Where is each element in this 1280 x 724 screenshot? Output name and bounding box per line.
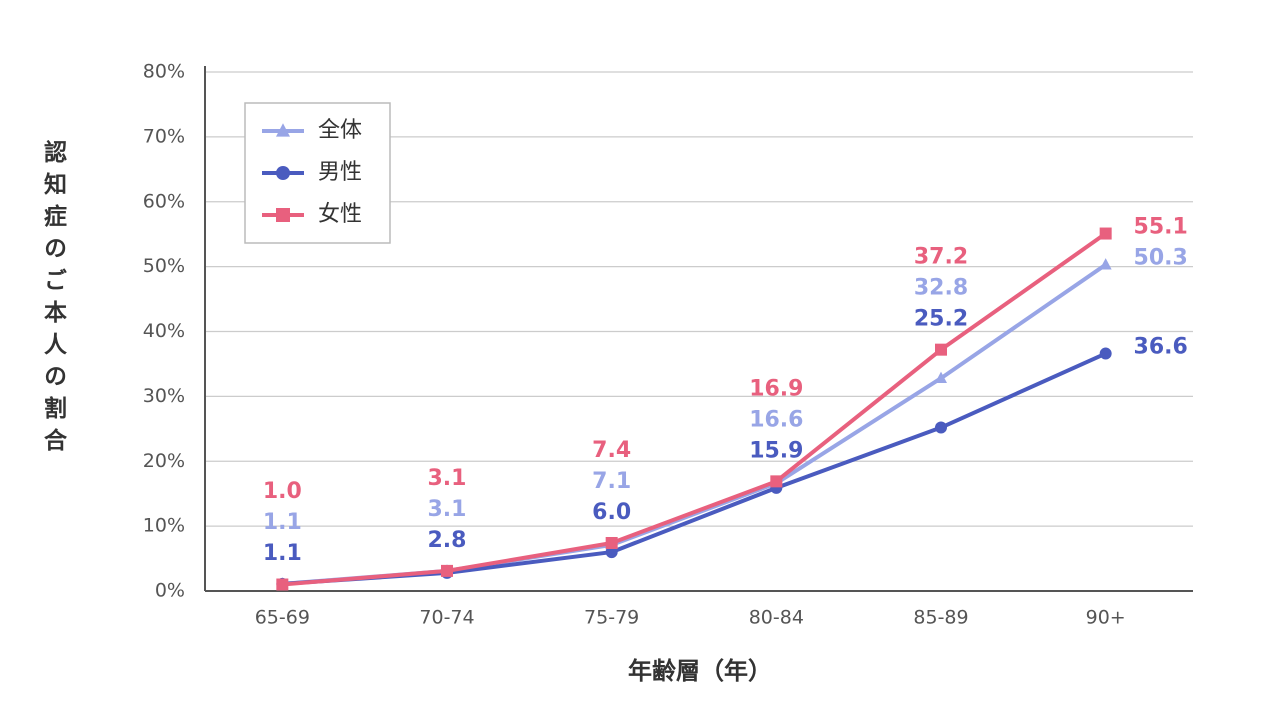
point bbox=[1099, 347, 1112, 360]
point bbox=[935, 343, 947, 356]
point bbox=[935, 421, 947, 434]
series-line bbox=[282, 263, 1107, 586]
value-label: 6.0 bbox=[592, 500, 631, 525]
x-tick-label: 70-74 bbox=[419, 607, 474, 629]
point bbox=[276, 578, 289, 591]
y-tick-label: 10% bbox=[143, 515, 185, 537]
value-label: 36.6 bbox=[1134, 335, 1188, 360]
legend-marker bbox=[276, 123, 290, 137]
point bbox=[770, 475, 783, 488]
x-tick-label: 75-79 bbox=[584, 607, 639, 629]
legend-label: 男性 bbox=[318, 160, 362, 185]
value-label: 1.1 bbox=[263, 541, 302, 566]
y-axis-label: 認知症のご本人の割合 bbox=[40, 139, 68, 460]
value-label: 55.1 bbox=[1134, 215, 1188, 240]
value-label: 7.4 bbox=[592, 438, 631, 463]
value-label: 3.1 bbox=[428, 466, 467, 491]
x-tick-label: 65-69 bbox=[255, 607, 310, 629]
value-label: 37.2 bbox=[914, 245, 968, 270]
y-tick-label: 40% bbox=[143, 320, 185, 342]
x-tick-label: 85-89 bbox=[913, 607, 968, 629]
legend-label: 女性 bbox=[318, 202, 362, 227]
y-tick-label: 80% bbox=[143, 61, 185, 83]
x-tick-label: 90+ bbox=[1086, 607, 1126, 629]
value-label: 32.8 bbox=[914, 276, 968, 301]
value-label: 16.9 bbox=[749, 376, 803, 401]
value-label: 1.1 bbox=[263, 510, 302, 535]
value-label: 1.0 bbox=[263, 479, 302, 504]
series-line bbox=[282, 351, 1107, 586]
value-label: 3.1 bbox=[428, 497, 467, 522]
y-tick-label: 60% bbox=[143, 190, 185, 212]
y-tick-label: 50% bbox=[143, 255, 185, 277]
legend-marker bbox=[276, 166, 290, 180]
y-tick-label: 20% bbox=[143, 450, 185, 472]
value-label: 7.1 bbox=[592, 469, 631, 494]
series-line bbox=[282, 231, 1107, 587]
value-label: 50.3 bbox=[1134, 246, 1188, 271]
point bbox=[605, 536, 618, 549]
y-tick-label: 0% bbox=[155, 580, 185, 602]
y-tick-label: 70% bbox=[143, 125, 185, 147]
legend-label: 全体 bbox=[318, 118, 362, 143]
point bbox=[935, 371, 947, 384]
x-axis-label: 年齢層（年） bbox=[628, 657, 772, 685]
x-tick-label: 80-84 bbox=[749, 607, 804, 629]
value-label: 16.6 bbox=[749, 407, 803, 432]
point bbox=[1099, 227, 1112, 240]
point bbox=[1099, 258, 1112, 270]
legend-marker bbox=[276, 208, 290, 222]
point bbox=[605, 546, 618, 559]
value-label: 25.2 bbox=[914, 307, 968, 332]
point bbox=[441, 564, 453, 577]
value-label: 2.8 bbox=[428, 528, 467, 553]
value-label: 15.9 bbox=[749, 438, 803, 463]
y-tick-label: 30% bbox=[143, 385, 185, 407]
